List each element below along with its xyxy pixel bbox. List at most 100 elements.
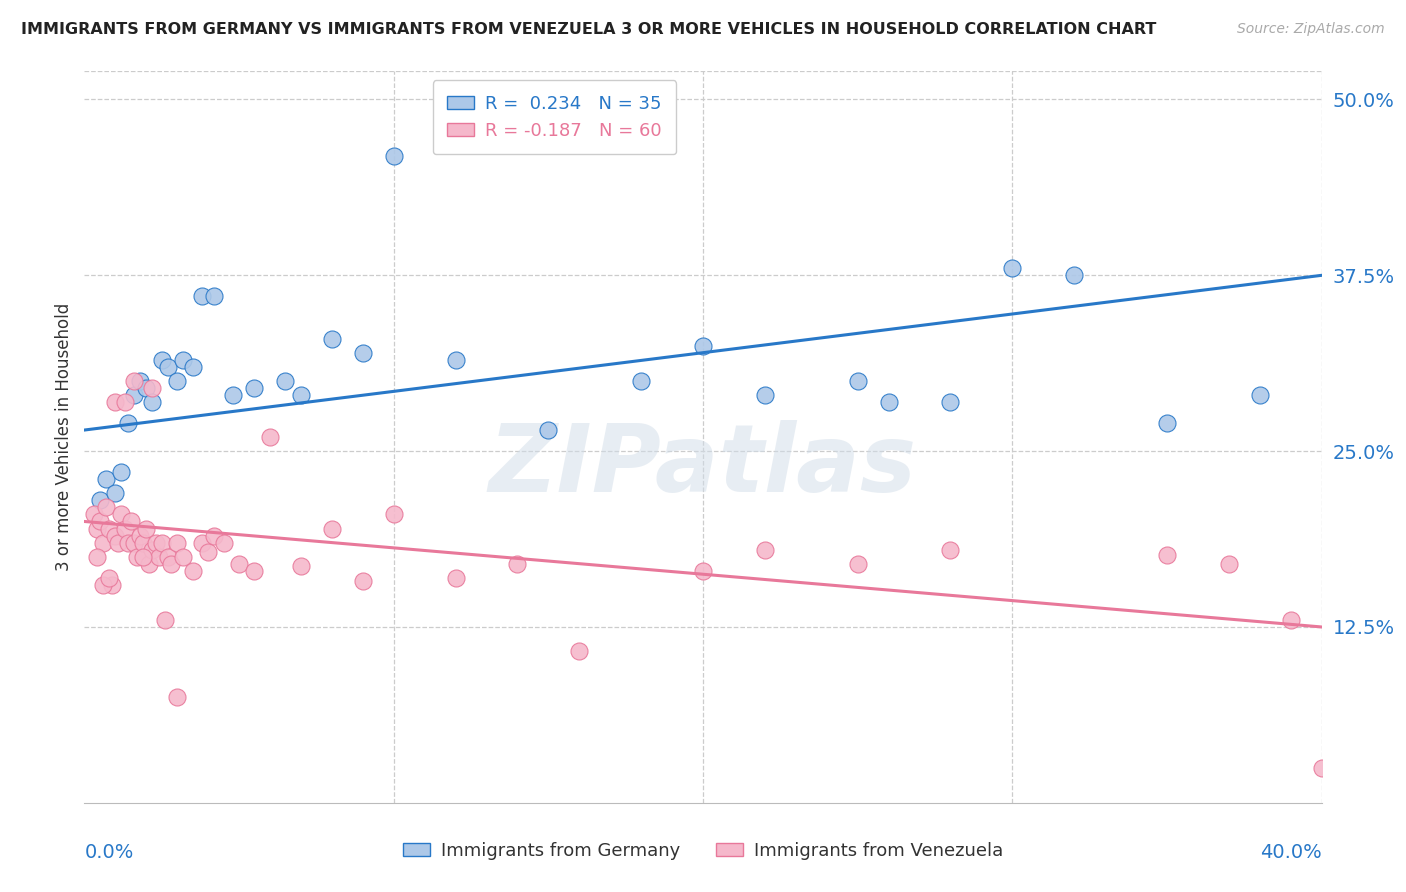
Point [321, 521, 343, 535]
Point [568, 644, 591, 658]
Point [754, 542, 776, 557]
Point [129, 374, 152, 388]
Point [259, 430, 281, 444]
Point [141, 542, 163, 557]
Point [352, 345, 374, 359]
Point [243, 564, 266, 578]
Point [197, 545, 219, 559]
Point [939, 542, 962, 557]
Point [166, 535, 188, 549]
Point [352, 574, 374, 588]
Point [117, 416, 139, 430]
Point [129, 528, 152, 542]
Point [101, 578, 124, 592]
Point [138, 557, 160, 571]
Point [141, 395, 163, 409]
Point [212, 535, 235, 549]
Point [89, 515, 111, 529]
Point [846, 374, 869, 388]
Point [630, 374, 652, 388]
Point [89, 493, 111, 508]
Point [321, 332, 343, 346]
Point [202, 528, 225, 542]
Point [692, 339, 714, 353]
Point [181, 359, 204, 374]
Point [122, 535, 145, 549]
Point [91, 535, 114, 549]
Point [83, 508, 105, 522]
Point [156, 549, 179, 564]
Text: 40.0%: 40.0% [1260, 843, 1322, 862]
Point [148, 549, 170, 564]
Text: IMMIGRANTS FROM GERMANY VS IMMIGRANTS FROM VENEZUELA 3 OR MORE VEHICLES IN HOUSE: IMMIGRANTS FROM GERMANY VS IMMIGRANTS FR… [21, 22, 1157, 37]
Point [135, 381, 157, 395]
Point [110, 465, 132, 479]
Point [160, 557, 183, 571]
Point [444, 571, 467, 585]
Point [150, 535, 173, 549]
Point [877, 395, 900, 409]
Text: ZIPatlas: ZIPatlas [489, 420, 917, 512]
Point [132, 549, 155, 564]
Point [172, 549, 194, 564]
Point [243, 381, 266, 395]
Point [1279, 613, 1302, 627]
Point [444, 352, 467, 367]
Point [382, 508, 405, 522]
Point [290, 559, 312, 574]
Point [94, 500, 117, 515]
Point [290, 388, 312, 402]
Point [191, 535, 214, 549]
Point [1063, 268, 1085, 283]
Point [94, 472, 117, 486]
Point [1156, 416, 1178, 430]
Point [506, 557, 529, 571]
Point [98, 521, 121, 535]
Point [274, 374, 297, 388]
Point [537, 423, 560, 437]
Point [114, 395, 136, 409]
Point [166, 690, 188, 705]
Point [222, 388, 245, 402]
Point [114, 521, 136, 535]
Text: 0.0%: 0.0% [84, 843, 134, 862]
Text: Source: ZipAtlas.com: Source: ZipAtlas.com [1237, 22, 1385, 37]
Point [172, 352, 194, 367]
Point [166, 374, 188, 388]
Point [145, 535, 167, 549]
Point [122, 388, 145, 402]
Point [692, 564, 714, 578]
Y-axis label: 3 or more Vehicles in Household: 3 or more Vehicles in Household [55, 303, 73, 571]
Point [191, 289, 214, 303]
Point [939, 395, 962, 409]
Point [135, 521, 157, 535]
Point [91, 578, 114, 592]
Point [104, 528, 127, 542]
Point [156, 359, 179, 374]
Point [110, 508, 132, 522]
Point [107, 535, 129, 549]
Point [104, 395, 127, 409]
Point [98, 571, 121, 585]
Point [141, 381, 163, 395]
Point [86, 549, 108, 564]
Point [150, 352, 173, 367]
Point [754, 388, 776, 402]
Point [122, 374, 145, 388]
Point [153, 613, 176, 627]
Point [181, 564, 204, 578]
Point [117, 535, 139, 549]
Legend: Immigrants from Germany, Immigrants from Venezuela: Immigrants from Germany, Immigrants from… [395, 835, 1011, 867]
Point [86, 521, 108, 535]
Point [1156, 548, 1178, 562]
Point [202, 289, 225, 303]
Point [382, 149, 405, 163]
Point [228, 557, 250, 571]
Point [1218, 557, 1240, 571]
Point [104, 486, 127, 500]
Point [1249, 388, 1271, 402]
Point [1001, 261, 1024, 276]
Point [1310, 761, 1333, 775]
Point [132, 535, 155, 549]
Point [846, 557, 869, 571]
